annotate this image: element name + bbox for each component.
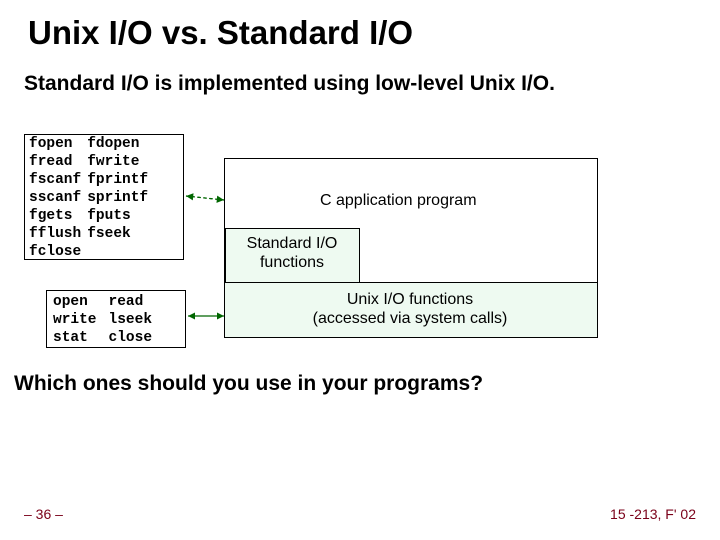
unixio-label: Unix I/O functions (accessed via system …: [224, 290, 596, 328]
unixio-func-list: openread writelseek statclose: [46, 290, 186, 348]
closing-question: Which ones should you use in your progra…: [14, 372, 483, 396]
slide-title: Unix I/O vs. Standard I/O: [28, 14, 413, 52]
footer-course-id: 15 -213, F' 02: [610, 506, 696, 522]
stdio-func-list: fopenfdopen freadfwrite fscanffprintf ss…: [24, 134, 184, 260]
stdio-label: Standard I/O functions: [234, 234, 350, 272]
footer-page-number: – 36 –: [24, 506, 63, 522]
c-app-label: C application program: [320, 192, 477, 210]
slide-subtitle: Standard I/O is implemented using low-le…: [24, 72, 555, 96]
